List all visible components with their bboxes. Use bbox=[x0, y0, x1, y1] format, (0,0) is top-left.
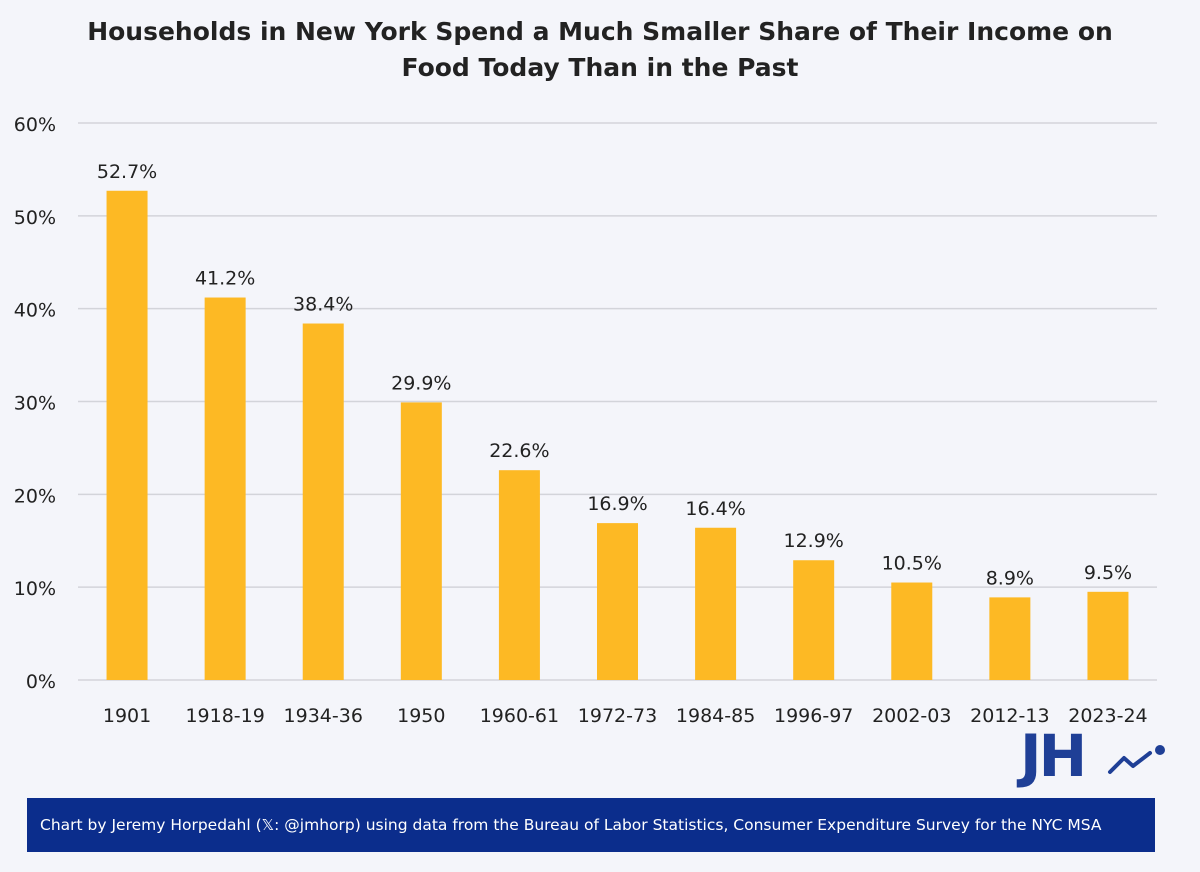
chart-title-line-1: Households in New York Spend a Much Smal… bbox=[87, 17, 1113, 46]
source-footer: Chart by Jeremy Horpedahl (𝕏: @jmhorp) u… bbox=[27, 798, 1155, 852]
y-tick-label: 50% bbox=[14, 207, 56, 229]
gridlines bbox=[78, 122, 1157, 681]
trend-dot-icon bbox=[1155, 745, 1165, 755]
x-tick-label: 1984-85 bbox=[676, 705, 755, 727]
bar-1960-61 bbox=[498, 470, 540, 680]
chart-title: Households in New York Spend a Much Smal… bbox=[0, 14, 1200, 86]
chart-title-line-2: Food Today Than in the Past bbox=[401, 53, 799, 82]
data-label: 16.9% bbox=[587, 493, 647, 515]
data-label: 10.5% bbox=[882, 553, 942, 575]
x-tick-label: 1934-36 bbox=[284, 705, 363, 727]
bar-1918-19 bbox=[204, 297, 246, 680]
data-label: 38.4% bbox=[293, 294, 353, 316]
data-labels: 52.7% 41.2% 38.4% 29.9% 22.6% 16.9% 16.4% 12.9%… bbox=[97, 161, 1132, 590]
x-tick-label: 1901 bbox=[103, 705, 151, 727]
trend-line-icon bbox=[1108, 751, 1152, 774]
bar-1934-36 bbox=[302, 323, 344, 680]
x-tick-label: 1918-19 bbox=[185, 705, 264, 727]
y-tick-label: 40% bbox=[14, 300, 56, 322]
bar-2012-13 bbox=[989, 597, 1031, 680]
x-tick-label: 2002-03 bbox=[872, 705, 951, 727]
x-tick-label: 1996-97 bbox=[774, 705, 853, 727]
y-tick-label: 60% bbox=[14, 114, 56, 136]
data-label: 8.9% bbox=[986, 567, 1034, 589]
bar-2023-24 bbox=[1087, 591, 1129, 680]
x-tick-label: 1950 bbox=[397, 705, 445, 727]
bar-1950 bbox=[400, 402, 442, 680]
x-tick-label: 2012-13 bbox=[970, 705, 1049, 727]
data-label: 41.2% bbox=[195, 268, 255, 290]
data-label: 16.4% bbox=[685, 498, 745, 520]
data-label: 9.5% bbox=[1084, 562, 1132, 584]
bar-1901 bbox=[106, 190, 148, 681]
data-label: 22.6% bbox=[489, 440, 549, 462]
bars bbox=[106, 190, 1129, 681]
y-tick-label: 0% bbox=[26, 671, 56, 693]
bar-1996-97 bbox=[793, 560, 835, 680]
y-axis-ticks: 0% 10% 20% 30% 40% 50% 60% bbox=[14, 114, 56, 693]
x-tick-label: 2023-24 bbox=[1068, 705, 1147, 727]
data-label: 12.9% bbox=[784, 530, 844, 552]
bar-1984-85 bbox=[695, 527, 737, 680]
bar-2002-03 bbox=[891, 582, 933, 680]
data-label: 29.9% bbox=[391, 372, 451, 394]
bar-1972-73 bbox=[597, 523, 638, 680]
jh-logo: JH bbox=[1016, 722, 1165, 790]
y-tick-label: 20% bbox=[14, 485, 56, 507]
data-label: 52.7% bbox=[97, 161, 157, 183]
y-tick-label: 30% bbox=[14, 393, 56, 415]
x-axis-ticks: 1901 1918-19 1934-36 1950 1960-61 1972-73 1984… bbox=[103, 705, 1148, 727]
x-tick-label: 1972-73 bbox=[578, 705, 657, 727]
x-tick-label: 1960-61 bbox=[480, 705, 559, 727]
logo-text: JH bbox=[1016, 722, 1084, 790]
y-tick-label: 10% bbox=[14, 578, 56, 600]
